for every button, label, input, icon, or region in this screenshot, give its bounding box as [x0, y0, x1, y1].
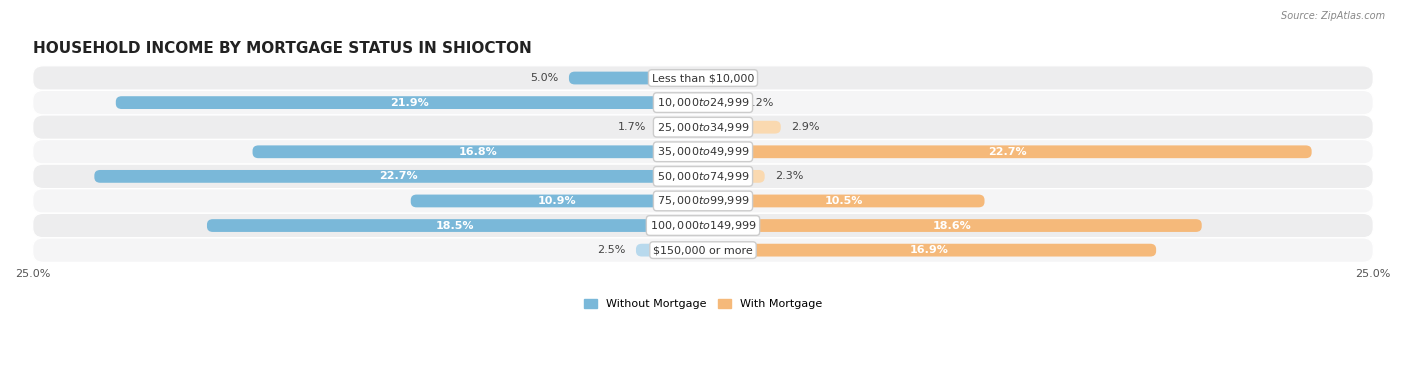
Text: Source: ZipAtlas.com: Source: ZipAtlas.com	[1281, 11, 1385, 21]
Text: 16.9%: 16.9%	[910, 245, 949, 255]
FancyBboxPatch shape	[411, 195, 703, 207]
FancyBboxPatch shape	[703, 244, 1156, 256]
FancyBboxPatch shape	[569, 72, 703, 84]
Text: 2.3%: 2.3%	[775, 172, 804, 181]
FancyBboxPatch shape	[703, 146, 1312, 158]
FancyBboxPatch shape	[636, 244, 703, 256]
FancyBboxPatch shape	[32, 115, 1374, 139]
FancyBboxPatch shape	[32, 66, 1374, 90]
Legend: Without Mortgage, With Mortgage: Without Mortgage, With Mortgage	[579, 294, 827, 314]
FancyBboxPatch shape	[703, 96, 735, 109]
FancyBboxPatch shape	[32, 90, 1374, 115]
Text: 18.6%: 18.6%	[934, 221, 972, 231]
FancyBboxPatch shape	[703, 195, 984, 207]
FancyBboxPatch shape	[32, 238, 1374, 262]
FancyBboxPatch shape	[703, 170, 765, 183]
Text: $10,000 to $24,999: $10,000 to $24,999	[657, 96, 749, 109]
Text: 10.5%: 10.5%	[824, 196, 863, 206]
FancyBboxPatch shape	[207, 219, 703, 232]
FancyBboxPatch shape	[32, 164, 1374, 188]
Text: 5.0%: 5.0%	[530, 73, 558, 83]
Text: $35,000 to $49,999: $35,000 to $49,999	[657, 145, 749, 158]
Text: 21.9%: 21.9%	[389, 98, 429, 107]
FancyBboxPatch shape	[32, 139, 1374, 164]
Text: Less than $10,000: Less than $10,000	[652, 73, 754, 83]
Text: $25,000 to $34,999: $25,000 to $34,999	[657, 121, 749, 134]
Text: 22.7%: 22.7%	[988, 147, 1026, 157]
FancyBboxPatch shape	[94, 170, 703, 183]
Text: 18.5%: 18.5%	[436, 221, 474, 231]
Text: 16.8%: 16.8%	[458, 147, 498, 157]
FancyBboxPatch shape	[253, 146, 703, 158]
FancyBboxPatch shape	[115, 96, 703, 109]
Text: 1.2%: 1.2%	[747, 98, 775, 107]
Text: 22.7%: 22.7%	[380, 172, 418, 181]
Text: 2.5%: 2.5%	[598, 245, 626, 255]
FancyBboxPatch shape	[32, 188, 1374, 213]
FancyBboxPatch shape	[703, 121, 780, 133]
Text: $50,000 to $74,999: $50,000 to $74,999	[657, 170, 749, 183]
Text: 1.7%: 1.7%	[619, 122, 647, 132]
FancyBboxPatch shape	[658, 121, 703, 133]
Text: HOUSEHOLD INCOME BY MORTGAGE STATUS IN SHIOCTON: HOUSEHOLD INCOME BY MORTGAGE STATUS IN S…	[32, 41, 531, 57]
Text: $150,000 or more: $150,000 or more	[654, 245, 752, 255]
Text: $100,000 to $149,999: $100,000 to $149,999	[650, 219, 756, 232]
Text: 10.9%: 10.9%	[537, 196, 576, 206]
Text: 2.9%: 2.9%	[792, 122, 820, 132]
FancyBboxPatch shape	[32, 213, 1374, 238]
Text: $75,000 to $99,999: $75,000 to $99,999	[657, 195, 749, 207]
FancyBboxPatch shape	[703, 219, 1202, 232]
